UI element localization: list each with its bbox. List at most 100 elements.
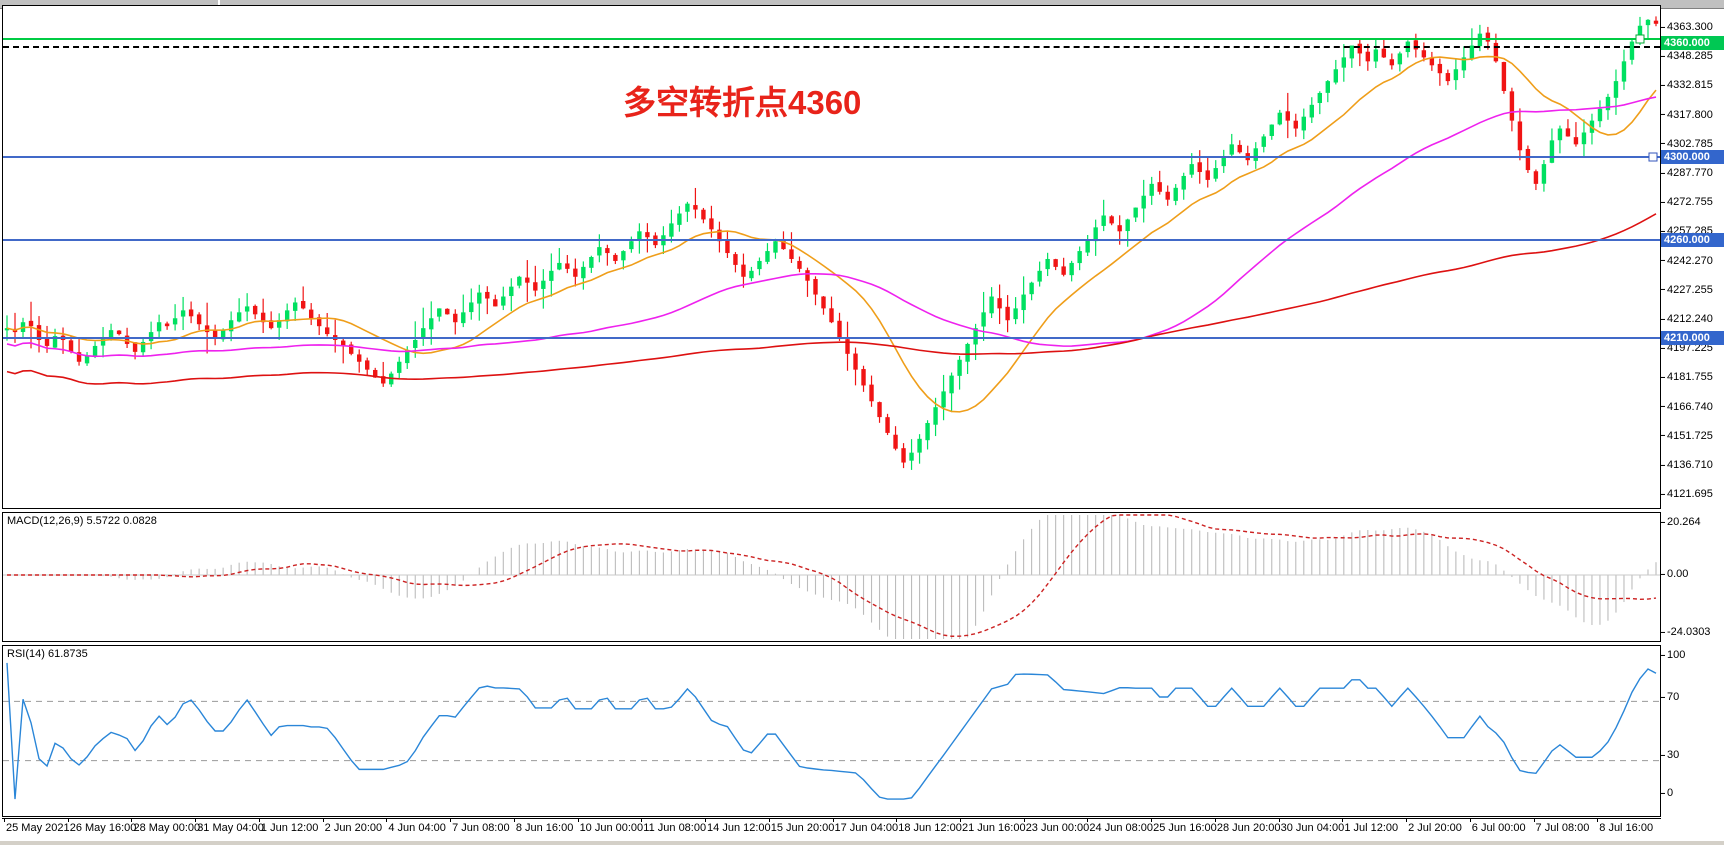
price-tick: 4332.815 bbox=[1661, 79, 1713, 91]
time-label: 2 Jul 20:00 bbox=[1408, 822, 1462, 834]
time-label: 30 Jun 04:00 bbox=[1280, 822, 1345, 834]
time-label: 7 Jul 08:00 bbox=[1535, 822, 1590, 834]
time-label: 31 May 04:00 bbox=[197, 822, 264, 834]
price-tick: 4212.240 bbox=[1661, 313, 1713, 325]
time-tick bbox=[705, 818, 707, 822]
time-tick bbox=[896, 818, 898, 822]
time-tick bbox=[67, 818, 69, 822]
price-tick: 4287.770 bbox=[1661, 167, 1713, 179]
time-label: 23 Jun 00:00 bbox=[1025, 822, 1090, 834]
window-bottom-strip bbox=[0, 841, 1724, 845]
rsi-tick: 100 bbox=[1661, 649, 1685, 661]
time-tick bbox=[1023, 818, 1025, 822]
pivot-line-handle[interactable] bbox=[1635, 34, 1645, 44]
macd-tick: 20.264 bbox=[1661, 516, 1701, 528]
time-tick bbox=[1342, 818, 1344, 822]
time-tick bbox=[1214, 818, 1216, 822]
time-tick bbox=[258, 818, 260, 822]
time-tick bbox=[641, 818, 643, 822]
time-tick bbox=[322, 818, 324, 822]
pivot-dashed-line bbox=[3, 46, 1660, 48]
price-candles bbox=[4, 16, 1659, 470]
price-tick: 4121.695 bbox=[1661, 488, 1713, 500]
time-tick bbox=[131, 818, 133, 822]
time-label: 8 Jun 16:00 bbox=[515, 822, 574, 834]
time-tick bbox=[1469, 818, 1471, 822]
time-label: 8 Jul 16:00 bbox=[1599, 822, 1654, 834]
price-tick: 4227.255 bbox=[1661, 284, 1713, 296]
time-label: 17 Jun 04:00 bbox=[834, 822, 899, 834]
rsi-plot bbox=[3, 646, 1660, 816]
macd-plot bbox=[3, 513, 1660, 641]
price-tick: 4197.225 bbox=[1661, 342, 1713, 354]
price-badge-4300.000[interactable]: 4300.000 bbox=[1661, 150, 1724, 164]
pivot-line-4360[interactable] bbox=[3, 38, 1660, 40]
price-scale[interactable]: 4363.300 4348.285 4332.815 4317.800 4302.785… bbox=[1661, 5, 1724, 509]
time-label: 7 Jun 08:00 bbox=[452, 822, 510, 834]
time-label: 26 May 16:00 bbox=[69, 822, 137, 834]
time-label: 10 Jun 00:00 bbox=[579, 822, 644, 834]
time-tick bbox=[450, 818, 452, 822]
time-label: 2 Jun 20:00 bbox=[324, 822, 383, 834]
time-tick bbox=[959, 818, 961, 822]
time-axis-line bbox=[2, 818, 1661, 819]
time-tick bbox=[1278, 818, 1280, 822]
time-tick bbox=[386, 818, 388, 822]
time-tick bbox=[513, 818, 515, 822]
level-line-4260[interactable] bbox=[3, 239, 1660, 241]
macd-pane[interactable]: MACD(12,26,9) 5.5722 0.0828 bbox=[2, 512, 1661, 642]
price-tick: 4272.755 bbox=[1661, 196, 1713, 208]
level-4300-handle[interactable] bbox=[1648, 152, 1658, 162]
time-axis[interactable]: 25 May 2021 26 May 16:00 28 May 00:00 31 Ma… bbox=[2, 818, 1661, 843]
price-badge-4210.000[interactable]: 4210.000 bbox=[1661, 331, 1724, 345]
time-label: 1 Jun 12:00 bbox=[260, 822, 319, 834]
price-tick: 4242.270 bbox=[1661, 255, 1713, 267]
time-label: 28 May 00:00 bbox=[133, 822, 201, 834]
level-line-4300[interactable] bbox=[3, 156, 1660, 158]
price-badge-4260.000[interactable]: 4260.000 bbox=[1661, 233, 1724, 247]
price-tick: 4166.740 bbox=[1661, 401, 1713, 413]
time-label: 21 Jun 16:00 bbox=[961, 822, 1026, 834]
price-tick: 4181.755 bbox=[1661, 371, 1713, 383]
time-label: 24 Jun 08:00 bbox=[1089, 822, 1154, 834]
time-label: 28 Jun 20:00 bbox=[1216, 822, 1281, 834]
time-tick bbox=[768, 818, 770, 822]
macd-label: MACD(12,26,9) 5.5722 0.0828 bbox=[7, 515, 160, 527]
price-badge-4360.000[interactable]: 4360.000 bbox=[1661, 36, 1724, 50]
time-label: 6 Jul 00:00 bbox=[1471, 822, 1526, 834]
price-tick: 4136.710 bbox=[1661, 459, 1713, 471]
time-tick bbox=[832, 818, 834, 822]
price-plot[interactable] bbox=[3, 6, 1660, 508]
time-tick bbox=[577, 818, 579, 822]
time-label: 15 Jun 20:00 bbox=[770, 822, 835, 834]
rsi-series bbox=[3, 662, 1660, 800]
rsi-pane[interactable]: RSI(14) 61.8735 bbox=[2, 645, 1661, 817]
time-tick bbox=[1406, 818, 1408, 822]
time-tick bbox=[4, 818, 5, 822]
macd-series bbox=[3, 514, 1660, 639]
price-tick: 4151.725 bbox=[1661, 430, 1713, 442]
window-tab-divider bbox=[218, 0, 220, 8]
time-label: 11 Jun 08:00 bbox=[643, 822, 707, 834]
time-label: 18 Jun 12:00 bbox=[898, 822, 962, 834]
time-label: 25 May 2021 bbox=[6, 822, 70, 834]
price-pane[interactable]: 多空转折点4360 bbox=[2, 5, 1661, 509]
macd-scale[interactable]: 20.264 0.00 -24.0303 bbox=[1661, 512, 1724, 642]
rsi-tick: 70 bbox=[1661, 691, 1679, 703]
macd-tick: 0.00 bbox=[1661, 568, 1688, 580]
rsi-label: RSI(14) 61.8735 bbox=[7, 648, 91, 660]
price-tick: 4348.285 bbox=[1661, 50, 1713, 62]
time-tick bbox=[1533, 818, 1535, 822]
macd-tick: -24.0303 bbox=[1661, 626, 1710, 638]
rsi-tick: 0 bbox=[1661, 787, 1673, 799]
time-tick bbox=[1151, 818, 1153, 822]
price-tick: 4363.300 bbox=[1661, 21, 1713, 33]
time-tick bbox=[1597, 818, 1599, 822]
price-tick: 4317.800 bbox=[1661, 109, 1713, 121]
time-tick bbox=[1087, 818, 1089, 822]
time-tick bbox=[195, 818, 197, 822]
level-line-4210[interactable] bbox=[3, 337, 1660, 339]
annotation-pivot-text: 多空转折点4360 bbox=[623, 84, 862, 121]
rsi-scale[interactable]: 100 70 30 0 bbox=[1661, 645, 1724, 817]
